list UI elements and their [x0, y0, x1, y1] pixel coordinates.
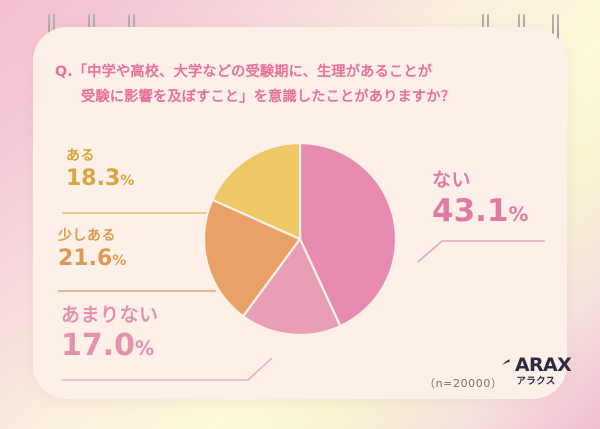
- slice-label-aru-value: 18.3%: [66, 166, 135, 192]
- slice-label-aru: ある 18.3%: [66, 148, 134, 191]
- pie-slice: [298, 142, 397, 328]
- logo-mark-row: ARAX: [500, 356, 572, 375]
- slice-label-amari-nai-name: あまりない: [61, 304, 159, 326]
- pie-slice: [241, 237, 342, 336]
- slice-label-sukoshi-aru-name: 少しある: [58, 228, 116, 244]
- sample-size-note: （n=20000）: [424, 377, 503, 390]
- arax-swoosh-icon: [501, 358, 513, 366]
- slice-label-aru-name: ある: [66, 148, 95, 164]
- pie-chart-svg: [203, 142, 397, 336]
- slice-label-sukoshi-aru: 少しある 21.6%: [58, 228, 126, 271]
- slice-label-amari-nai-value: 17.0%: [61, 327, 155, 363]
- logo-kana: アラクス: [516, 376, 556, 387]
- arax-logo: ARAX アラクス: [500, 356, 572, 387]
- pie-slice: [211, 142, 302, 241]
- question-title: Q.「中学や高校、大学などの受験期に、生理があることが 受験に影響を及ぼすこと」…: [55, 60, 547, 110]
- slice-label-nai-name: ない: [432, 169, 472, 191]
- slice-label-nai: ない 43.1%: [432, 169, 529, 229]
- slice-label-amari-nai: あまりない 17.0%: [61, 304, 159, 363]
- question-line-1: Q.「中学や高校、大学などの受験期に、生理があることが: [55, 64, 433, 80]
- question-line-2: 受験に影響を及ぼすこと」を意識したことがありますか？: [81, 88, 456, 105]
- logo-wordmark: ARAX: [514, 354, 572, 376]
- pie-chart: [203, 142, 397, 336]
- slice-label-nai-value: 43.1%: [432, 192, 529, 229]
- slice-label-sukoshi-aru-value: 21.6%: [58, 246, 127, 272]
